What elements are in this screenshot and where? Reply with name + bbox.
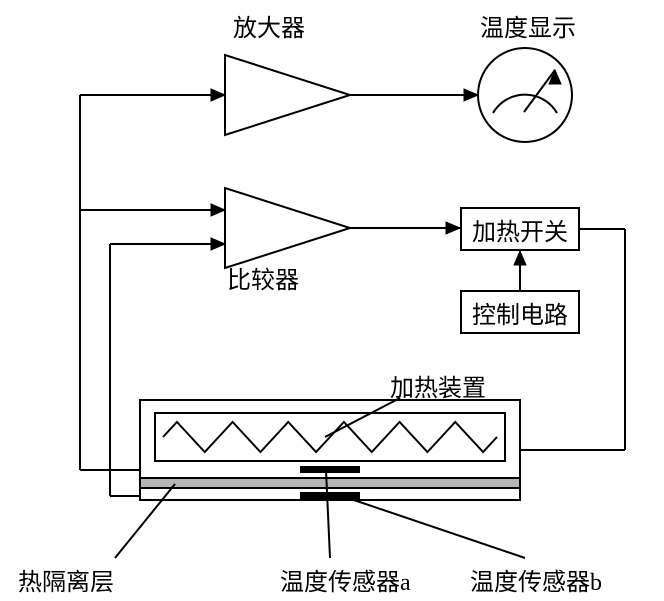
heat-switch-label: 加热开关 [472,212,568,247]
isolation-layer-label: 热隔离层 [18,562,114,597]
control-circuit-box: 控制电路 [460,290,580,334]
heating-device-label: 加热装置 [390,368,486,403]
control-circuit-label: 控制电路 [472,295,568,330]
comparator-label: 比较器 [227,260,299,295]
temp-display-label: 温度显示 [480,8,576,43]
amplifier-label: 放大器 [233,8,305,43]
sensor-b-label: 温度传感器b [470,562,602,597]
sensor-a-label: 温度传感器a [280,562,411,597]
heat-switch-box: 加热开关 [460,207,580,251]
